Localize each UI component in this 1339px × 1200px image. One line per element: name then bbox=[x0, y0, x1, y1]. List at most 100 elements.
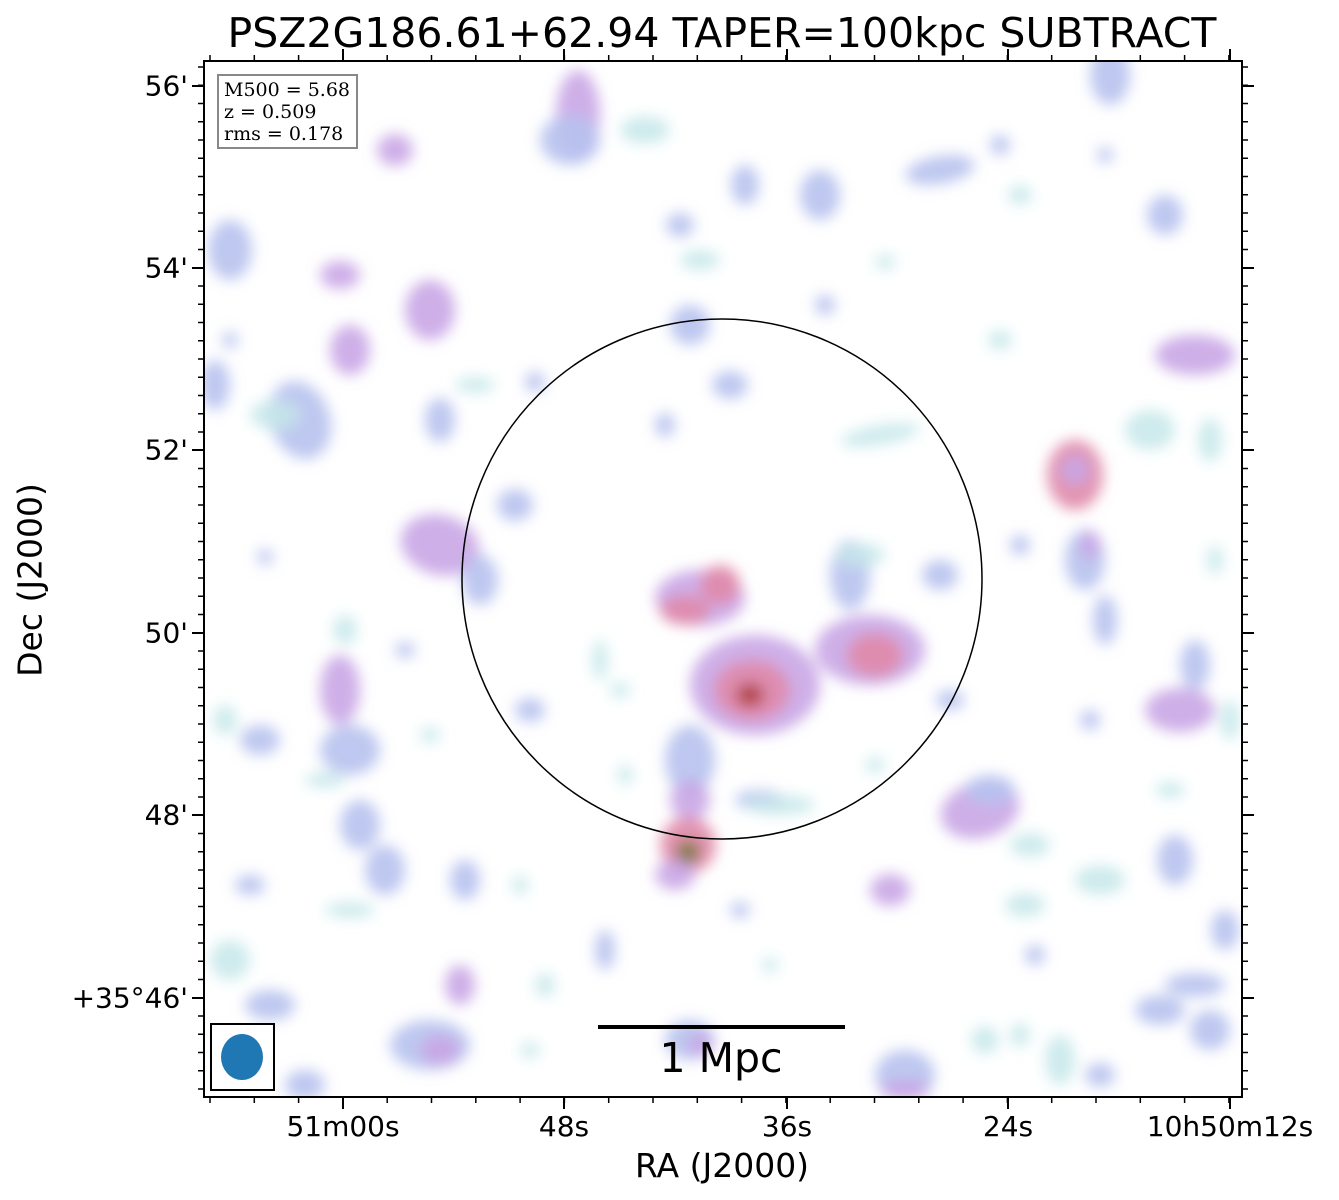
emission-blob bbox=[800, 170, 840, 220]
plot-frame bbox=[203, 60, 1243, 1098]
emission-blob bbox=[670, 780, 710, 820]
emission-blob bbox=[425, 398, 455, 442]
emission-blob bbox=[730, 902, 750, 918]
emission-blob bbox=[655, 860, 695, 890]
emission-blob bbox=[1080, 530, 1100, 560]
x-tick-label: 24s bbox=[982, 1110, 1034, 1143]
emission-blob bbox=[1157, 835, 1193, 885]
y-tick-label: 54' bbox=[144, 251, 188, 285]
emission-blob bbox=[320, 261, 360, 289]
x-tick-label: 36s bbox=[761, 1110, 813, 1143]
emission-blob bbox=[688, 1033, 712, 1057]
emission-blob bbox=[1207, 545, 1223, 575]
emission-blob bbox=[250, 400, 300, 430]
emission-blob bbox=[731, 165, 759, 205]
emission-blob bbox=[762, 957, 778, 973]
emission-blob bbox=[240, 725, 280, 755]
m500-value: M500 = 5.68 bbox=[224, 79, 351, 101]
emission-blob bbox=[592, 640, 608, 680]
emission-blob bbox=[1010, 1023, 1030, 1047]
emission-blob bbox=[525, 372, 545, 392]
emission-blob bbox=[1075, 865, 1125, 895]
emission-blob bbox=[1180, 640, 1210, 690]
emission-blob bbox=[736, 683, 764, 707]
emission-blob bbox=[865, 757, 885, 773]
emission-blob bbox=[815, 295, 835, 315]
emission-blob bbox=[210, 940, 250, 980]
emission-blob bbox=[450, 860, 480, 900]
emission-blob bbox=[325, 902, 375, 918]
emission-blob bbox=[455, 377, 495, 393]
r500-circle bbox=[461, 318, 983, 840]
emission-blob bbox=[745, 795, 815, 815]
emission-blob bbox=[213, 705, 237, 735]
emission-blob bbox=[535, 973, 555, 997]
emission-blob bbox=[870, 874, 910, 906]
emission-blob bbox=[257, 549, 273, 565]
emission-blob bbox=[1190, 1010, 1230, 1050]
x-tick-label: 51m00s bbox=[286, 1110, 400, 1143]
emission-blob bbox=[395, 642, 415, 658]
emission-blob bbox=[1005, 893, 1045, 917]
emission-blob bbox=[1090, 61, 1130, 105]
emission-blob bbox=[880, 1080, 930, 1097]
emission-blob bbox=[1198, 418, 1222, 462]
emission-blob bbox=[330, 325, 370, 375]
emission-blob bbox=[700, 565, 740, 605]
y-tick-label: 50' bbox=[144, 616, 188, 650]
radio-emission-layer bbox=[204, 61, 1240, 1097]
beam-ellipse bbox=[221, 1034, 263, 1080]
emission-blob bbox=[540, 115, 600, 165]
emission-blob bbox=[365, 845, 405, 895]
x-tick-label: 48s bbox=[538, 1110, 590, 1143]
emission-blob bbox=[320, 725, 380, 775]
emission-blob bbox=[305, 772, 345, 788]
emission-blob bbox=[235, 875, 265, 895]
emission-blob bbox=[1025, 945, 1045, 965]
redshift-value: z = 0.509 bbox=[224, 101, 317, 123]
emission-blob bbox=[610, 682, 630, 698]
emission-blob bbox=[377, 134, 413, 166]
emission-blob bbox=[400, 514, 480, 576]
emission-blob bbox=[665, 725, 715, 795]
emission-blob bbox=[905, 154, 975, 186]
emission-blob bbox=[990, 135, 1010, 155]
rms-value: rms = 0.178 bbox=[224, 123, 344, 145]
emission-blob bbox=[922, 560, 958, 590]
emission-blob bbox=[340, 800, 380, 850]
emission-blob bbox=[1010, 535, 1030, 555]
emission-blob bbox=[655, 413, 675, 437]
emission-blob bbox=[847, 633, 903, 677]
emission-blob bbox=[660, 595, 710, 625]
x-tick-label: 10h50m12s bbox=[1146, 1110, 1314, 1143]
emission-blob bbox=[1155, 335, 1235, 375]
emission-blob bbox=[405, 280, 455, 340]
y-tick-label: +35°46' bbox=[71, 981, 188, 1015]
y-tick-label: 52' bbox=[144, 433, 188, 467]
figure-title: PSZ2G186.61+62.94 TAPER=100kpc SUBTRACT bbox=[227, 9, 1217, 57]
x-axis-label: RA (J2000) bbox=[634, 1146, 810, 1185]
emission-blob bbox=[936, 690, 964, 710]
emission-blob bbox=[245, 990, 295, 1020]
emission-blob bbox=[1220, 700, 1240, 740]
emission-blob bbox=[320, 655, 360, 725]
cluster-info-box: M500 = 5.68 z = 0.509 rms = 0.178 bbox=[217, 74, 359, 149]
emission-blob bbox=[204, 360, 230, 410]
emission-blob bbox=[285, 1070, 325, 1097]
emission-blob bbox=[1080, 710, 1100, 730]
emission-blob bbox=[445, 965, 475, 1005]
y-axis-label: Dec (J2000) bbox=[10, 483, 50, 677]
emission-blob bbox=[1060, 455, 1090, 485]
scale-bar-label: 1 Mpc bbox=[659, 1034, 783, 1082]
emission-blob bbox=[333, 615, 357, 645]
emission-blob bbox=[676, 840, 700, 864]
emission-blob bbox=[512, 875, 528, 895]
emission-blob bbox=[1010, 833, 1050, 857]
emission-blob bbox=[1008, 185, 1032, 205]
emission-blob bbox=[1155, 782, 1185, 798]
emission-blob bbox=[1125, 410, 1175, 450]
emission-blob bbox=[666, 213, 694, 237]
emission-blob bbox=[497, 489, 533, 521]
emission-blob bbox=[1211, 910, 1239, 950]
